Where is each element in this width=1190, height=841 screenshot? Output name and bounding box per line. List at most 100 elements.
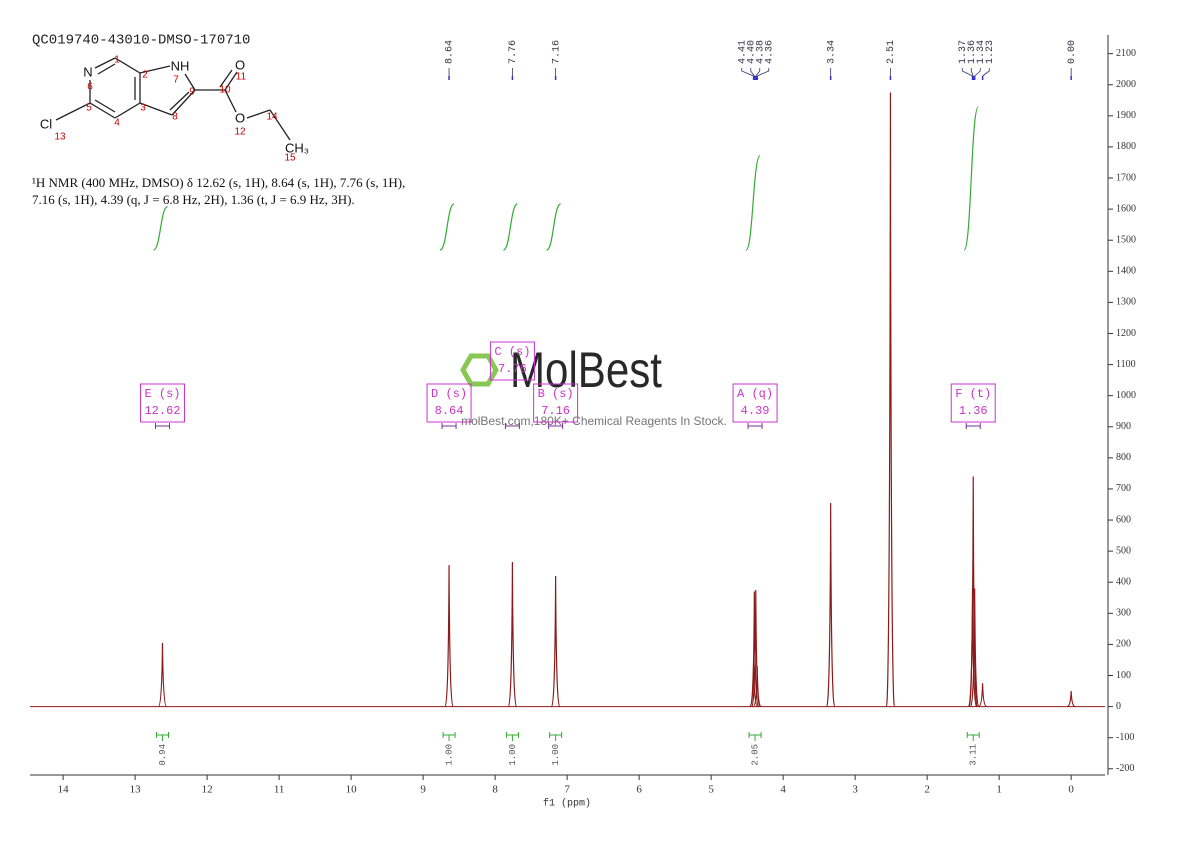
multiplet-range: [504, 423, 520, 429]
x-tick-label: 4: [780, 784, 786, 796]
y-tick-label: 500: [1116, 545, 1131, 556]
atom-number: 5: [86, 103, 92, 114]
x-tick-label: 9: [420, 784, 426, 796]
integral-label: 1.00: [551, 744, 561, 766]
peak-label: 1.34: [976, 40, 987, 64]
integral-curve: [439, 203, 455, 251]
y-tick-label: 1600: [1116, 203, 1136, 214]
watermark-text: molBest.com,180K+ Chemical Reagents In S…: [461, 414, 727, 428]
integral-range: [748, 732, 762, 741]
y-tick-label: 300: [1116, 608, 1131, 619]
y-tick-label: 1000: [1116, 390, 1136, 401]
peak-label: 2.51: [886, 40, 897, 64]
integral-curve: [963, 106, 979, 251]
watermark-logo: MolBest: [510, 342, 662, 398]
molecule-bonds: [55, 57, 291, 141]
integral-label: 0.94: [158, 744, 168, 766]
atom-label: CH₃: [285, 140, 309, 155]
atom-number: 7: [173, 75, 179, 86]
peak-label-connector: [750, 68, 755, 77]
y-tick-label: 900: [1116, 421, 1131, 432]
y-tick-label: 2100: [1116, 48, 1136, 59]
integral-label: 3.11: [969, 744, 979, 766]
peak-label: 8.64: [445, 40, 456, 64]
peak-label-connector: [755, 68, 761, 77]
y-tick-label: 600: [1116, 514, 1131, 525]
peak: [1066, 691, 1076, 708]
multiplet-box: [950, 383, 996, 423]
peak: [968, 476, 978, 708]
x-axis-label: f1 (ppm): [543, 798, 591, 810]
multiplet-label: F (t): [955, 387, 991, 401]
x-tick-label: 2: [924, 784, 930, 796]
y-tick-label: 0: [1116, 701, 1121, 712]
peak-label: 0.00: [1067, 40, 1078, 64]
integral-curve: [745, 155, 761, 251]
multiplet-label: E (s): [144, 387, 180, 401]
peak: [752, 666, 762, 708]
multiplet-range: [747, 423, 763, 429]
integral-label: 1.00: [508, 744, 518, 766]
y-tick-label: 1100: [1116, 359, 1136, 370]
peak: [978, 683, 987, 708]
integral-label: 2.05: [750, 744, 760, 766]
y-tick-label: 200: [1116, 639, 1131, 650]
integral-range: [505, 732, 519, 741]
x-tick-label: 6: [636, 784, 642, 796]
peak-label: 4.36: [764, 40, 775, 64]
multiplet-box: [426, 383, 472, 423]
atom-number: 8: [172, 112, 178, 123]
description-line: 7.16 (s, 1H), 4.39 (q, J = 6.8 Hz, 2H), …: [32, 192, 355, 207]
multiplet-box: [139, 383, 185, 423]
peak-label: 4.38: [755, 40, 766, 64]
peak: [885, 92, 896, 708]
atom-number: 11: [236, 72, 247, 83]
integral-range: [966, 732, 980, 741]
peak-label: 1.23: [985, 40, 996, 64]
multiplet-box: [489, 341, 535, 381]
multiplet-label: C (s): [494, 345, 530, 359]
y-tick-label: 2000: [1116, 79, 1136, 90]
peak: [507, 562, 518, 708]
multiplet-value: 12.62: [144, 404, 180, 418]
y-tick-label: 1200: [1116, 328, 1136, 339]
x-tick-label: 5: [708, 784, 714, 796]
y-tick-label: 800: [1116, 452, 1131, 463]
y-tick-label: 1500: [1116, 235, 1136, 246]
y-tick-label: 700: [1116, 483, 1131, 494]
atom-number: 10: [219, 85, 231, 96]
peak: [749, 591, 759, 708]
atom-number: 3: [140, 103, 146, 114]
multiplet-value: 1.36: [959, 404, 988, 418]
atom-number: 6: [87, 82, 93, 93]
x-tick-label: 0: [1068, 784, 1074, 796]
title: QC019740-43010-DMSO-170710: [32, 33, 250, 49]
integral-range: [549, 732, 563, 741]
integral-range: [442, 732, 456, 741]
peak-label-connector: [961, 68, 973, 77]
peak: [826, 502, 836, 708]
peak: [551, 576, 561, 708]
peak-label: 4.41: [737, 40, 748, 64]
peak-label: 3.34: [826, 40, 837, 64]
multiplet-value: 8.64: [435, 404, 464, 418]
atom-number: 1: [114, 55, 120, 66]
watermark: MolBest molBest.com,180K+ Chemical Reage…: [460, 342, 727, 428]
multiplet-value: 4.39: [741, 404, 770, 418]
peak-label-connector: [974, 68, 981, 77]
y-tick-label: 1800: [1116, 141, 1136, 152]
atom-number: 4: [114, 118, 120, 129]
y-tick-label: 1400: [1116, 266, 1136, 277]
atom-label: NH: [171, 58, 190, 73]
atom-number: 13: [54, 132, 66, 143]
multiplet-range: [441, 423, 457, 429]
integral-range: [155, 732, 169, 741]
x-tick-label: 7: [564, 784, 570, 796]
y-tick-label: 1900: [1116, 110, 1136, 121]
atom-label: O: [235, 110, 245, 125]
peak: [444, 565, 454, 708]
x-tick-label: 8: [492, 784, 498, 796]
integral-curve: [546, 203, 562, 251]
x-tick-label: 13: [130, 784, 142, 796]
peak: [970, 588, 980, 708]
